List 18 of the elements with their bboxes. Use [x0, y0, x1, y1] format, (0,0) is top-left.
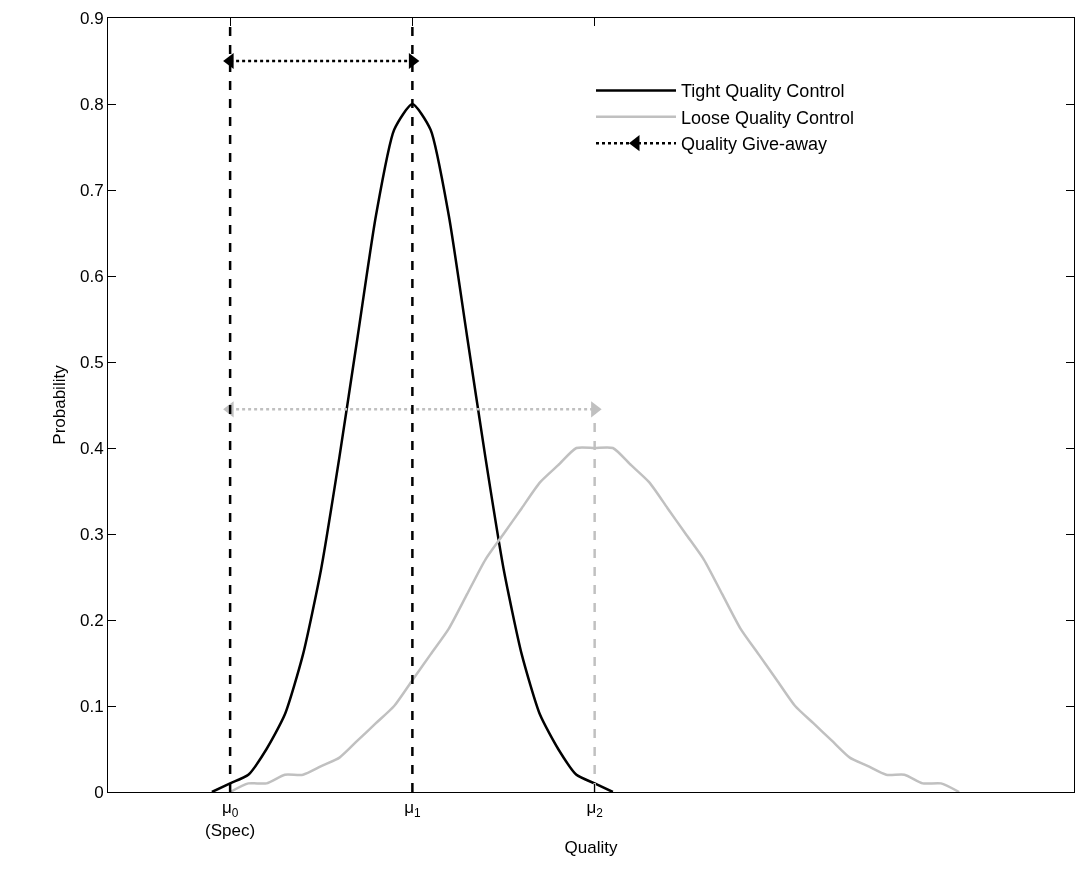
- x-tick-label: μ$_{1}$: [404, 798, 421, 820]
- y-tick-label: 0.3: [79, 524, 104, 544]
- y-tick-label: 0: [94, 782, 104, 802]
- x-tick-label: μ$_{0}$ (Spec): [205, 798, 256, 840]
- y-axis-title: Probability: [49, 364, 69, 445]
- y-tick-label: 0.7: [79, 180, 104, 200]
- y-tick-label: 0.9: [79, 8, 104, 28]
- y-tick-label: 0.6: [79, 266, 104, 286]
- legend-label: Quality Give-away: [681, 134, 828, 155]
- y-tick-label: 0.8: [79, 94, 104, 114]
- x-axis-title: Quality: [564, 837, 618, 857]
- y-tick-label: 0.2: [79, 610, 104, 630]
- y-tick-label: 0.4: [79, 438, 104, 458]
- legend-label: Tight Quality Control: [681, 81, 845, 102]
- y-tick-label: 0.1: [79, 696, 104, 716]
- y-tick-label: 0.5: [79, 352, 104, 372]
- x-tick-label: μ$_{2}$: [586, 798, 604, 820]
- legend-label: Loose Quality Control: [681, 107, 855, 128]
